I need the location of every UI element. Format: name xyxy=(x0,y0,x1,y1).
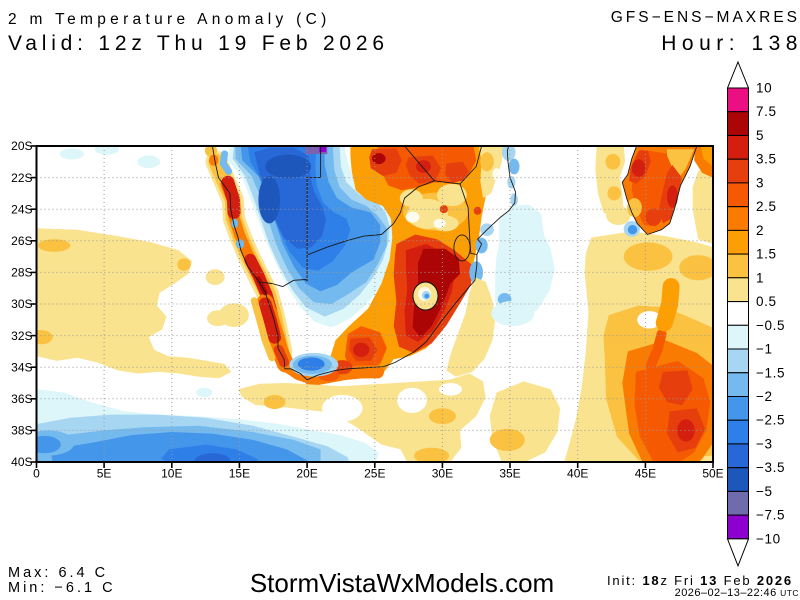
svg-text:Hour: 138: Hour: 138 xyxy=(661,32,800,55)
svg-text:−2: −2 xyxy=(756,389,773,404)
svg-text:Max: 6.4 C: Max: 6.4 C xyxy=(8,565,108,581)
svg-text:−0.5: −0.5 xyxy=(756,318,785,333)
svg-text:20S: 20S xyxy=(11,139,32,153)
svg-text:−10: −10 xyxy=(756,531,781,546)
svg-text:36S: 36S xyxy=(11,392,32,406)
svg-text:28S: 28S xyxy=(11,266,32,280)
svg-text:1: 1 xyxy=(756,270,764,285)
svg-text:7.5: 7.5 xyxy=(756,104,777,119)
svg-text:−2.5: −2.5 xyxy=(756,413,785,428)
svg-text:45E: 45E xyxy=(635,467,656,481)
svg-text:35E: 35E xyxy=(499,467,520,481)
svg-text:2.5: 2.5 xyxy=(756,199,777,214)
svg-text:2 m Temperature Anomaly (C): 2 m Temperature Anomaly (C) xyxy=(8,11,331,28)
svg-text:38S: 38S xyxy=(11,424,32,438)
svg-text:15E: 15E xyxy=(229,467,250,481)
svg-text:−3.5: −3.5 xyxy=(756,460,785,475)
svg-text:−1.5: −1.5 xyxy=(756,365,785,380)
svg-text:Init: 18z Fri 13 Feb 2026: Init: 18z Fri 13 Feb 2026 xyxy=(607,573,793,588)
svg-text:−7.5: −7.5 xyxy=(756,508,785,523)
svg-text:20E: 20E xyxy=(296,467,317,481)
svg-text:3.5: 3.5 xyxy=(756,152,777,167)
svg-text:25E: 25E xyxy=(364,467,385,481)
svg-text:34S: 34S xyxy=(11,360,32,374)
svg-text:40S: 40S xyxy=(11,455,32,469)
svg-text:3: 3 xyxy=(756,175,764,190)
svg-text:5: 5 xyxy=(756,128,764,143)
svg-text:24S: 24S xyxy=(11,202,32,216)
svg-text:1.5: 1.5 xyxy=(756,247,777,262)
svg-text:10: 10 xyxy=(756,81,772,96)
svg-text:−5: −5 xyxy=(756,484,773,499)
svg-text:Valid: 12z Thu 19 Feb 2026: Valid: 12z Thu 19 Feb 2026 xyxy=(8,32,389,55)
svg-text:−3: −3 xyxy=(756,436,773,451)
svg-text:0.5: 0.5 xyxy=(756,294,777,309)
svg-text:GFS−ENS−MAXRES: GFS−ENS−MAXRES xyxy=(611,9,800,26)
svg-text:StormVistaWxModels.com: StormVistaWxModels.com xyxy=(250,568,554,598)
svg-text:0: 0 xyxy=(33,467,40,481)
svg-text:30E: 30E xyxy=(432,467,453,481)
svg-text:40E: 40E xyxy=(567,467,588,481)
svg-text:10E: 10E xyxy=(161,467,182,481)
svg-text:32S: 32S xyxy=(11,329,32,343)
svg-text:2026–02–13–22:46 UTC: 2026–02–13–22:46 UTC xyxy=(675,587,799,599)
svg-text:5E: 5E xyxy=(97,467,112,481)
svg-text:22S: 22S xyxy=(11,171,32,185)
svg-text:50E: 50E xyxy=(702,467,723,481)
svg-text:30S: 30S xyxy=(11,297,32,311)
svg-text:Min: −6.1 C: Min: −6.1 C xyxy=(8,580,116,596)
svg-text:−1: −1 xyxy=(756,342,773,357)
svg-text:2: 2 xyxy=(756,223,764,238)
svg-text:26S: 26S xyxy=(11,234,32,248)
